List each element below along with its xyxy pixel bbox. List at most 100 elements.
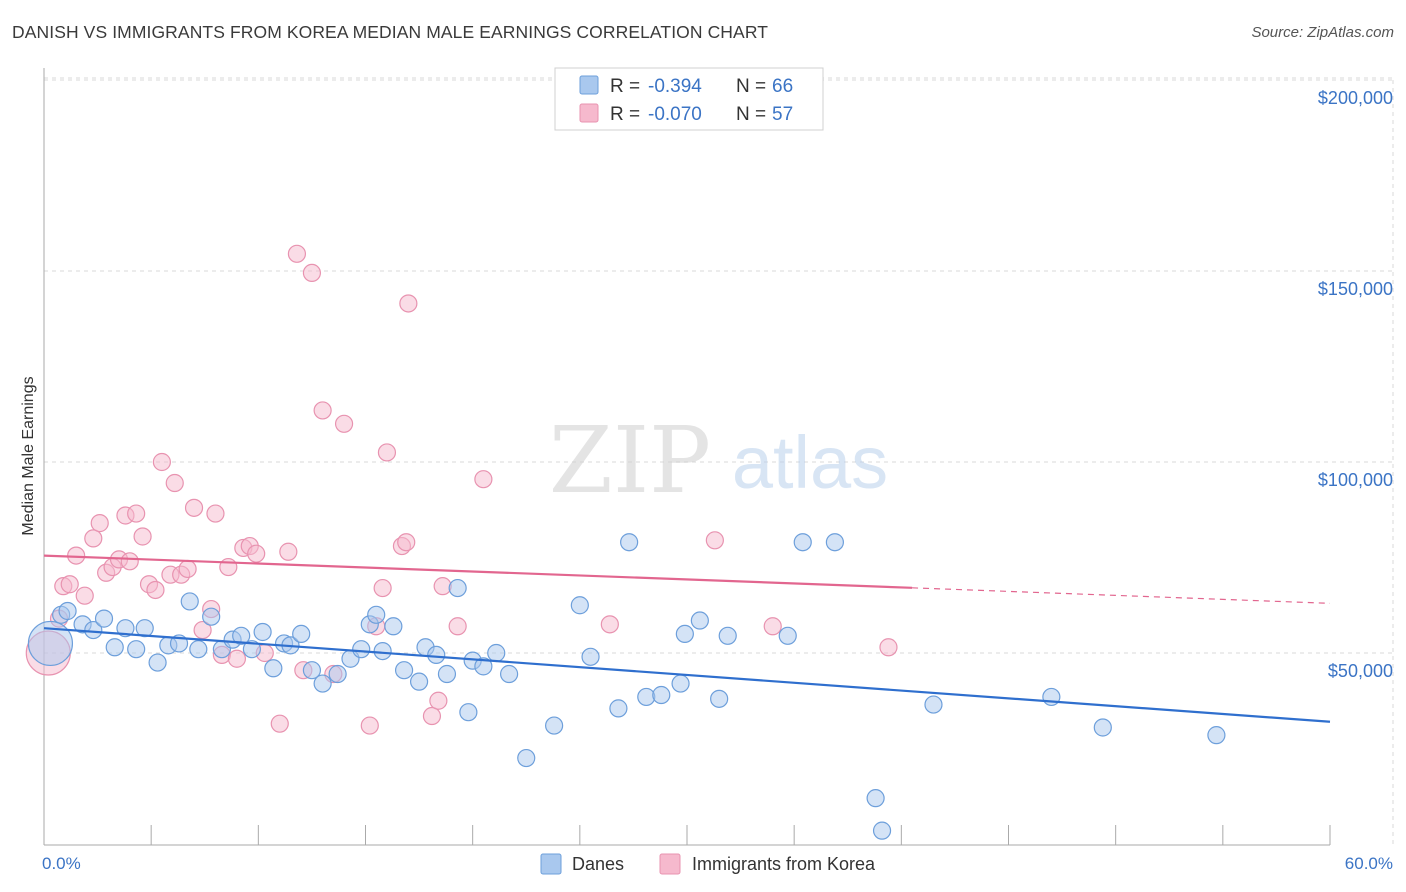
- x-axis-ticks: [43, 825, 1331, 845]
- korea-point: [397, 533, 416, 552]
- danes-point: [313, 674, 332, 693]
- danes-point: [500, 664, 519, 684]
- danes-point: [264, 659, 283, 678]
- korea-point: [422, 706, 442, 726]
- korea-trend-line-extension: [912, 587, 1331, 604]
- korea-trend-line: [43, 554, 913, 589]
- source-label: Source: ZipAtlas.com: [1251, 24, 1394, 41]
- korea-point: [373, 578, 392, 598]
- korea-point: [399, 294, 418, 313]
- watermark-zip: ZIP: [549, 407, 711, 514]
- bottom-legend-swatch-danes: [540, 853, 562, 875]
- danes-point: [620, 533, 639, 552]
- korea-point: [313, 401, 332, 420]
- y-tick-label-100000: $100,000: [1318, 470, 1393, 490]
- korea-point: [133, 527, 152, 546]
- danes-point: [652, 685, 671, 705]
- danes-point: [105, 638, 124, 657]
- x-tick-label-60: 60.0%: [1345, 854, 1393, 873]
- korea-point: [433, 577, 452, 596]
- danes-point: [1093, 718, 1112, 737]
- correlation-legend: R = -0.394 N = 66 R = -0.070 N = 57: [554, 67, 824, 131]
- danes-point: [718, 626, 737, 645]
- legend-n-value-danes: 66: [772, 76, 793, 97]
- danes-point: [710, 689, 729, 708]
- danes-point: [474, 657, 493, 676]
- korea-point: [84, 529, 103, 548]
- danes-point: [202, 607, 221, 626]
- danes-point: [180, 592, 199, 611]
- korea-point: [193, 620, 212, 640]
- series-danes-points: [27, 533, 1226, 840]
- danes-point: [116, 619, 135, 638]
- korea-point: [178, 559, 197, 579]
- danes-point: [352, 640, 371, 659]
- y-tick-label-50000: $50,000: [1328, 661, 1393, 681]
- legend-n-label-danes: N =: [736, 76, 766, 97]
- danes-point: [127, 640, 146, 659]
- danes-point: [545, 716, 564, 735]
- legend-n-value-korea: 57: [772, 104, 793, 125]
- danes-point: [189, 640, 208, 659]
- danes-point: [872, 821, 892, 840]
- korea-point: [165, 473, 184, 493]
- korea-point: [279, 542, 298, 561]
- danes-point: [27, 620, 74, 667]
- legend-n-label-korea: N =: [736, 104, 766, 125]
- korea-point: [448, 617, 467, 636]
- legend-r-value-danes: -0.394: [648, 76, 702, 97]
- zipatlas-watermark: ZIP atlas: [549, 407, 888, 514]
- legend-r-label-korea: R =: [610, 104, 640, 125]
- danes-point: [690, 611, 709, 630]
- danes-point: [570, 596, 589, 615]
- legend-swatch-danes: [579, 75, 599, 95]
- x-axis-tick-labels: 0.0% 60.0%: [42, 854, 1393, 873]
- chart-title: DANISH VS IMMIGRANTS FROM KOREA MEDIAN M…: [12, 22, 769, 42]
- danes-point: [427, 645, 446, 665]
- korea-point: [60, 575, 79, 594]
- legend-swatch-korea: [579, 103, 599, 123]
- danes-point: [148, 653, 167, 672]
- danes-point: [1207, 726, 1226, 745]
- x-tick-label-0: 0.0%: [42, 854, 81, 873]
- korea-point: [302, 263, 322, 283]
- danes-point: [459, 703, 478, 722]
- bottom-legend-label-korea: Immigrants from Korea: [692, 854, 876, 874]
- korea-point: [600, 615, 619, 634]
- series-legend: Danes Immigrants from Korea: [540, 853, 876, 875]
- legend-box: [554, 67, 824, 131]
- korea-point: [474, 470, 493, 489]
- korea-point: [429, 691, 448, 710]
- danes-point: [328, 664, 347, 684]
- danes-trend-line: [43, 627, 1331, 723]
- korea-point: [377, 443, 397, 462]
- danes-point: [232, 626, 251, 645]
- danes-point: [242, 640, 262, 659]
- korea-point: [705, 531, 724, 550]
- korea-point: [152, 452, 171, 472]
- korea-point: [287, 244, 307, 263]
- danes-point: [367, 605, 386, 624]
- y-tick-label-200000: $200,000: [1318, 88, 1393, 108]
- korea-point: [146, 580, 165, 600]
- bottom-legend-label-danes: Danes: [572, 854, 624, 874]
- korea-point: [184, 498, 204, 517]
- danes-point: [793, 533, 812, 552]
- danes-point: [825, 533, 844, 552]
- danes-point: [487, 643, 506, 663]
- danes-point: [384, 617, 403, 636]
- danes-point: [637, 687, 656, 707]
- korea-point: [219, 557, 238, 577]
- korea-point: [360, 716, 379, 735]
- danes-point: [609, 699, 628, 718]
- korea-point: [120, 552, 139, 571]
- danes-point: [517, 748, 536, 768]
- danes-point: [866, 789, 885, 808]
- danes-point: [302, 661, 322, 680]
- trend-lines: [43, 554, 1331, 723]
- korea-point: [127, 504, 146, 523]
- danes-point: [671, 674, 690, 693]
- korea-point: [206, 504, 225, 523]
- y-axis-label: Median Male Earnings: [20, 376, 37, 535]
